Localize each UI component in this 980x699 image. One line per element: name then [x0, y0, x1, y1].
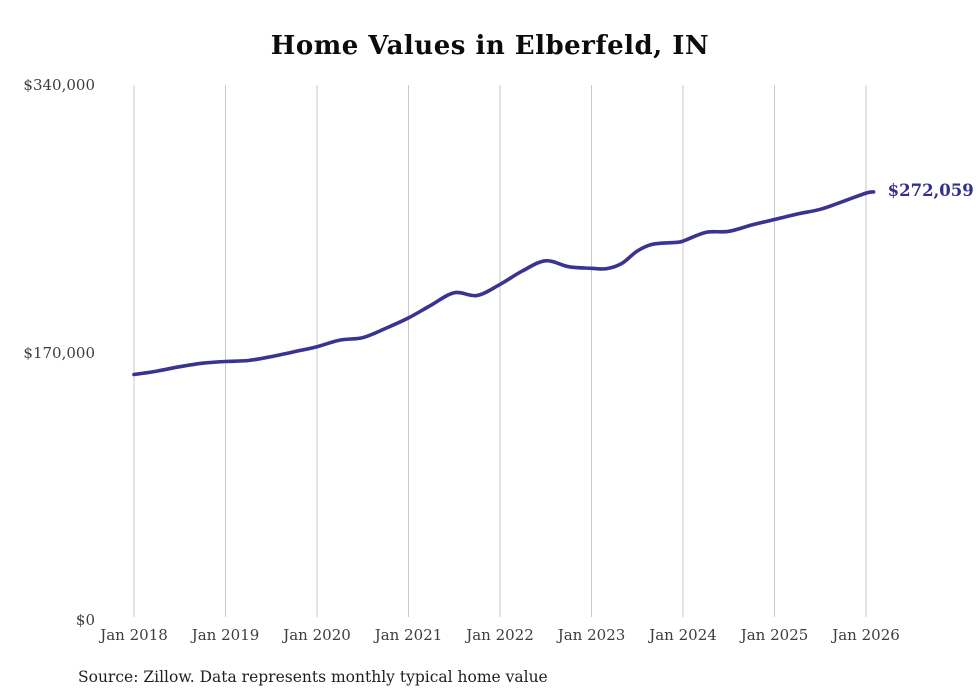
y-tick-170000: $170,000	[23, 343, 95, 362]
source-attribution: Source: Zillow. Data represents monthly …	[78, 668, 548, 686]
chart-title: Home Values in Elberfeld, IN	[270, 31, 710, 61]
vertical-gridlines	[133, 85, 867, 617]
latest-value-label: $272,059	[887, 180, 974, 200]
y-tick-340000: $340,000	[23, 76, 95, 94]
x-tick-jan-2020: Jan 2020	[283, 626, 351, 644]
home-value-line-series	[132, 190, 876, 377]
x-tick-jan-2018: Jan 2018	[100, 626, 168, 644]
x-tick-jan-2026: Jan 2026	[832, 626, 900, 644]
x-tick-jan-2024: Jan 2024	[649, 626, 717, 644]
x-tick-jan-2025: Jan 2025	[740, 626, 809, 644]
x-tick-jan-2021: Jan 2021	[374, 626, 443, 644]
y-tick-0: $0	[75, 611, 95, 629]
x-tick-jan-2019: Jan 2019	[191, 626, 260, 644]
x-tick-jan-2022: Jan 2022	[466, 626, 534, 644]
x-tick-jan-2023: Jan 2023	[557, 626, 626, 644]
